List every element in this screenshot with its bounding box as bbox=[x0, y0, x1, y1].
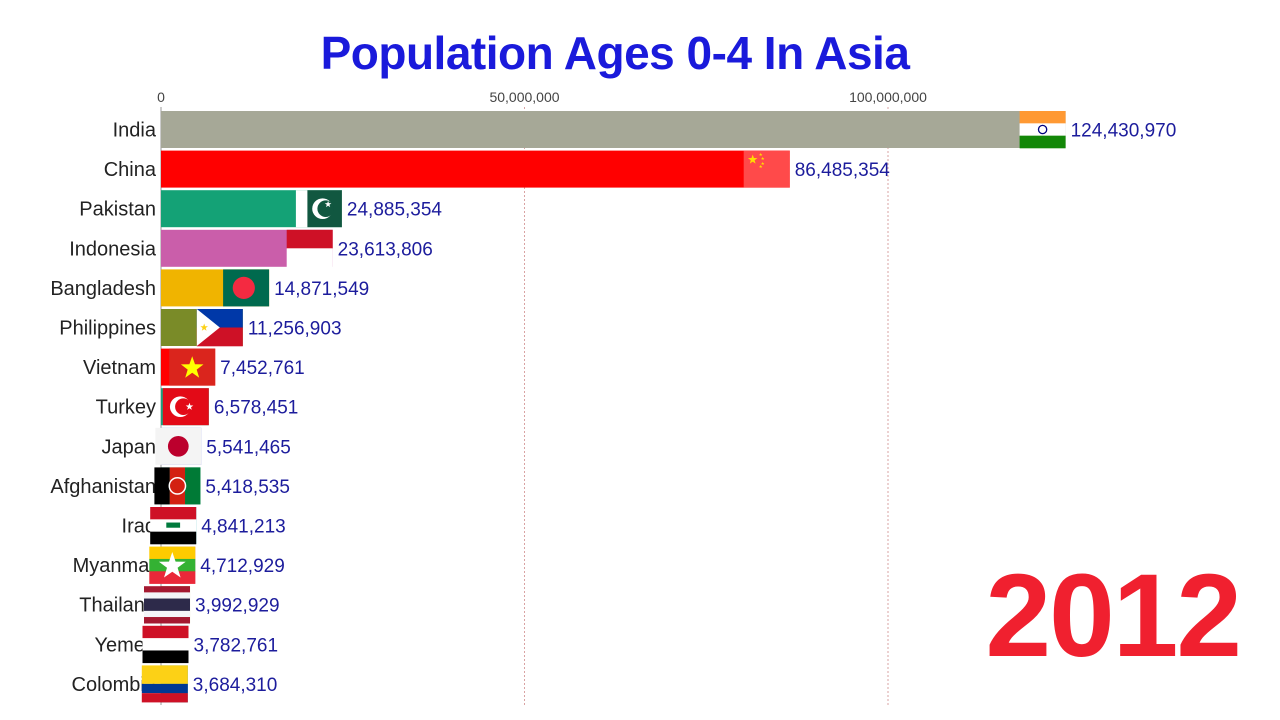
year-label: 2012 bbox=[985, 550, 1242, 682]
bar-row-china: China 86,485,354 bbox=[104, 150, 891, 188]
bar-row-iraq: Iraq 4,841,213 bbox=[122, 507, 286, 545]
category-label: Turkey bbox=[96, 397, 156, 419]
category-label: Afghanistan bbox=[50, 476, 156, 498]
value-label: 5,541,465 bbox=[206, 437, 291, 458]
category-label: Japan bbox=[102, 436, 157, 458]
bar-row-philippines: Philippines 11,256,903 bbox=[59, 309, 342, 347]
value-label: 7,452,761 bbox=[220, 358, 305, 379]
india-flag-icon bbox=[1019, 111, 1066, 149]
category-label: China bbox=[104, 159, 157, 181]
vietnam-flag-icon bbox=[169, 348, 216, 386]
china-flag-icon bbox=[743, 150, 790, 188]
x-tick-label: 0 bbox=[157, 89, 165, 105]
category-label: Bangladesh bbox=[50, 278, 156, 300]
category-label: Iraq bbox=[122, 516, 156, 538]
iraq-flag-icon bbox=[150, 507, 197, 545]
value-label: 23,613,806 bbox=[338, 239, 433, 260]
turkey-flag-icon bbox=[162, 388, 209, 426]
bar-row-turkey: Turkey 6,578,451 bbox=[96, 388, 299, 426]
yemen-flag-icon bbox=[142, 625, 189, 664]
thailand-flag-icon bbox=[144, 586, 190, 624]
category-label: Vietnam bbox=[83, 357, 156, 379]
category-label: Yemen bbox=[94, 634, 156, 656]
japan-flag-icon bbox=[155, 427, 202, 465]
afghanistan-flag-icon bbox=[154, 467, 201, 505]
value-label: 4,841,213 bbox=[201, 517, 286, 538]
colombia-flag-icon bbox=[141, 665, 188, 703]
bar-row-indonesia: Indonesia 23,613,806 bbox=[69, 229, 433, 268]
value-label: 6,578,451 bbox=[214, 398, 299, 419]
value-label: 24,885,354 bbox=[347, 200, 443, 221]
category-label: Pakistan bbox=[79, 199, 156, 221]
x-tick-label: 100,000,000 bbox=[849, 89, 927, 105]
bar-row-india: India 124,430,970 bbox=[113, 111, 1177, 149]
bar-row-bangladesh: Bangladesh 14,871,549 bbox=[50, 269, 369, 307]
value-label: 4,712,929 bbox=[200, 556, 285, 577]
category-label: Philippines bbox=[59, 318, 156, 340]
value-label: 3,684,310 bbox=[193, 675, 278, 696]
value-label: 11,256,903 bbox=[248, 319, 342, 340]
bar-row-myanmar: Myanmar 4,712,929 bbox=[73, 546, 285, 584]
indonesia-flag-icon bbox=[286, 229, 333, 268]
category-label: Colombia bbox=[72, 674, 157, 696]
bar bbox=[161, 111, 1066, 148]
bars: India 124,430,970 China 86,485,354 Pakistan 2… bbox=[50, 111, 1177, 703]
bar-row-vietnam: Vietnam 7,452,761 bbox=[83, 348, 305, 386]
value-label: 3,992,929 bbox=[195, 596, 280, 617]
philippines-flag-icon bbox=[196, 309, 243, 347]
value-label: 124,430,970 bbox=[1071, 121, 1177, 142]
category-label: India bbox=[113, 120, 157, 142]
pakistan-flag-icon bbox=[295, 190, 342, 228]
bar-row-afghanistan: Afghanistan 5,418,535 bbox=[50, 467, 290, 505]
category-label: Myanmar bbox=[73, 555, 157, 577]
value-label: 14,871,549 bbox=[274, 279, 369, 300]
myanmar-flag-icon bbox=[149, 546, 196, 584]
tick-labels: 0 50,000,000 100,000,000 bbox=[157, 89, 927, 105]
bar-row-yemen: Yemen 3,782,761 bbox=[94, 625, 279, 664]
x-tick-label: 50,000,000 bbox=[489, 89, 559, 105]
value-label: 3,782,761 bbox=[194, 635, 279, 656]
bangladesh-flag-icon bbox=[223, 269, 270, 307]
chart-title: Population Ages 0-4 In Asia bbox=[320, 27, 910, 79]
bar-row-pakistan: Pakistan 24,885,354 bbox=[79, 190, 443, 228]
bar-row-colombia: Colombia 3,684,310 bbox=[72, 665, 278, 703]
value-label: 5,418,535 bbox=[205, 477, 290, 498]
value-label: 86,485,354 bbox=[795, 160, 891, 181]
category-label: Thailand bbox=[79, 595, 156, 617]
bar-row-japan: Japan 5,541,465 bbox=[102, 427, 291, 465]
category-label: Indonesia bbox=[69, 238, 157, 260]
bar bbox=[161, 150, 790, 188]
bar-row-thailand: Thailand 3,992,929 bbox=[79, 586, 280, 624]
